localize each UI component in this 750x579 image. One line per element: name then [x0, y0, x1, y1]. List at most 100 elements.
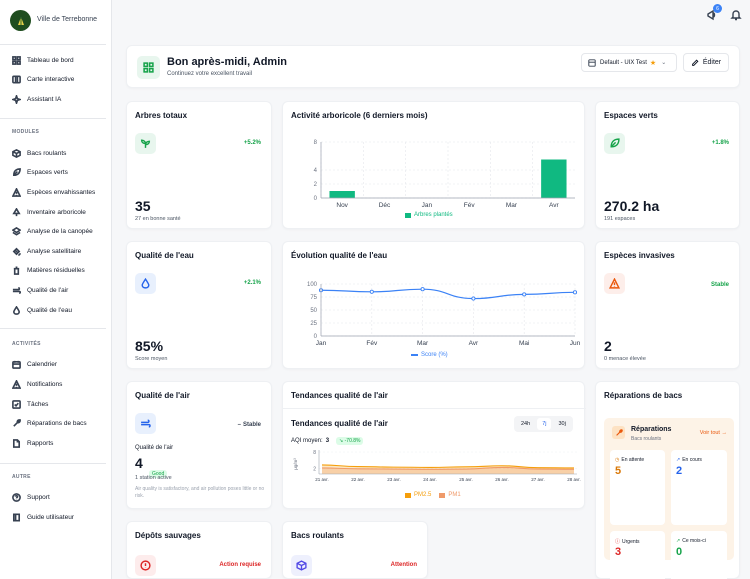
map-icon [12, 75, 21, 83]
city-logo[interactable] [10, 10, 31, 31]
sidebar-item-notifications[interactable]: Notifications [12, 377, 62, 391]
green-spaces-card[interactable]: Espaces verts +1.8% 270.2 ha 191 espaces [595, 101, 740, 229]
sidebar-item-label: Espaces verts [27, 168, 68, 176]
repairs-stat-in-progress[interactable]: ↗ En cours 2 [671, 450, 727, 525]
stat-value: 0 [676, 546, 683, 558]
sidebar-item-canopy-analysis[interactable]: Analyse de la canopée [12, 224, 93, 238]
sidebar-item-tasks[interactable]: Tâches [12, 397, 48, 411]
dashboard-icon-box [137, 56, 160, 79]
sidebar-item-dashboard[interactable]: Tableau de bord [12, 53, 74, 67]
sidebar-item-invasive-species[interactable]: Espèces envahissantes [12, 185, 95, 199]
legend-label: Score (%) [421, 352, 448, 358]
megaphone-icon [707, 9, 716, 21]
bar [541, 159, 567, 198]
range-24h[interactable]: 24h [521, 421, 531, 427]
chart-title: Activité arboricole (6 derniers mois) [291, 111, 428, 120]
legend-swatch [439, 492, 446, 498]
range-30d[interactable]: 30j [558, 421, 566, 427]
y-axis-label: µg/m³ [293, 458, 298, 470]
sidebar-item-label: Tâches [27, 400, 49, 408]
x-tick-label: 25 avr. [459, 477, 473, 482]
bell-icon [730, 10, 742, 21]
water-value: 85% [135, 338, 164, 354]
sidebar-item-satellite-analysis[interactable]: Analyse satellitaire [12, 244, 81, 258]
air-note: Air quality is satisfactory, and air pol… [135, 486, 265, 499]
sidebar-item-label: Inventaire arboricole [27, 208, 86, 216]
sidebar-item-reports[interactable]: Rapports [12, 436, 53, 450]
stat-label-wrap: ⓘ Urgents [615, 538, 640, 546]
x-tick-label: Fév [464, 202, 476, 209]
y-tick-label: 0 [314, 334, 318, 340]
alert-circle-icon [140, 560, 151, 571]
alerts-button[interactable]: 6 [706, 4, 722, 21]
air-label: Qualité de l'air [135, 445, 174, 451]
y-tick-label: 8 [314, 140, 318, 146]
topbar-actions: 6 [706, 4, 742, 21]
dashboard-select[interactable]: Default - UIX Test ★ ⌄ [581, 53, 677, 72]
card-title: Espèces invasives [604, 251, 675, 260]
stat-label-wrap: ↗ En cours [676, 457, 702, 463]
grid-icon [143, 62, 154, 73]
dashboard-select-value: Default - UIX Test [600, 59, 647, 66]
invasive-value: 2 [604, 338, 612, 354]
invasive-species-card[interactable]: Espèces invasives Stable 2 0 menace élev… [595, 241, 740, 369]
section-label-modules: MODULES [12, 129, 40, 135]
bins-card[interactable]: Bacs roulants Attention [282, 521, 428, 579]
trees-value: 35 [135, 198, 151, 214]
stat-label: En cours [682, 457, 702, 463]
sidebar-item-support[interactable]: Support [12, 490, 50, 504]
repairs-stat-pending[interactable]: ◷ En attente 5 [610, 450, 665, 525]
see-all-link[interactable]: Voir tout → [699, 430, 727, 436]
sidebar-item-user-guide[interactable]: Guide utilisateur [12, 510, 74, 524]
repairs-stat-urgent[interactable]: ⓘ Urgents 3 [610, 531, 665, 579]
sidebar-item-label: Analyse satellitaire [27, 247, 82, 255]
area-legend: PM2.5 PM1 [405, 492, 461, 498]
data-point [369, 289, 374, 294]
y-tick-label: 8 [313, 450, 316, 456]
sidebar-item-calendar[interactable]: Calendrier [12, 357, 57, 371]
droplet-icon [141, 278, 150, 289]
sidebar-item-air-quality[interactable]: Qualité de l'air [12, 283, 68, 297]
sprout-icon [140, 139, 151, 148]
notifications-button[interactable] [730, 8, 742, 21]
wind-icon [141, 419, 151, 428]
edit-button[interactable]: Éditer [683, 53, 729, 72]
minus-icon: – [237, 422, 241, 428]
clock-icon: ◷ [615, 457, 620, 463]
sidebar-item-bin-repairs[interactable]: Réparations de bacs [12, 416, 87, 430]
x-tick-label: 24 avr. [423, 477, 437, 482]
sidebar-item-map[interactable]: Carte interactive [12, 72, 74, 86]
x-tick-label: Jan [422, 202, 433, 209]
green-change: +1.8% [711, 140, 729, 146]
card-title: Qualité de l'eau [135, 251, 194, 260]
edit-button-label: Éditer [702, 59, 722, 66]
wrench-icon-box [612, 426, 625, 439]
trees-card[interactable]: Arbres totaux +5.2% 35 27 en bonne santé [126, 101, 272, 229]
y-tick-label: 75 [310, 295, 317, 301]
illegal-dumps-card[interactable]: Dépôts sauvages Action requise [126, 521, 272, 579]
range-7d[interactable]: 7j [537, 418, 552, 430]
sidebar-item-label: Notifications [27, 380, 63, 388]
sidebar-item-waste[interactable]: Matières résiduelles [12, 263, 85, 277]
sidebar-item-ai-assistant[interactable]: Assistant IA [12, 92, 61, 106]
welcome-subtitle: Continuez votre excellent travail [167, 71, 253, 77]
data-point [572, 290, 578, 295]
checkbox-icon [12, 399, 21, 409]
air-quality-card[interactable]: Qualité de l'air – Stable Qualité de l'a… [126, 381, 272, 509]
wrench-icon [615, 428, 623, 436]
package-icon [12, 148, 21, 158]
water-evolution-chart: 0 25 50 75 100 Jan Fév Mar Avr Mai Jun [307, 282, 581, 347]
water-quality-card[interactable]: Qualité de l'eau +2.1% 85% Score moyen [126, 241, 272, 369]
repairs-stat-this-month[interactable]: ↗ Ce mois-ci 0 [671, 531, 727, 579]
sidebar-item-label: Bacs roulants [27, 149, 67, 157]
trend-up-icon: ↗ [676, 538, 681, 544]
wind-icon [12, 286, 21, 294]
water-evolution-chart-card: Évolution qualité de l'eau 0 25 50 75 100 Jan… [282, 241, 585, 369]
sidebar-item-label: Réparations de bacs [27, 419, 87, 427]
air-trends-chart-card: Tendances qualité de l'air Tendances qua… [282, 381, 586, 509]
sidebar-item-bins[interactable]: Bacs roulants [12, 146, 66, 160]
sidebar-item-water-quality[interactable]: Qualité de l'eau [12, 303, 72, 317]
sidebar-item-green-spaces[interactable]: Espaces verts [12, 165, 68, 179]
air-trends-heading: Tendances qualité de l'air [291, 419, 388, 428]
sidebar-item-tree-inventory[interactable]: Inventaire arboricole [12, 205, 86, 219]
